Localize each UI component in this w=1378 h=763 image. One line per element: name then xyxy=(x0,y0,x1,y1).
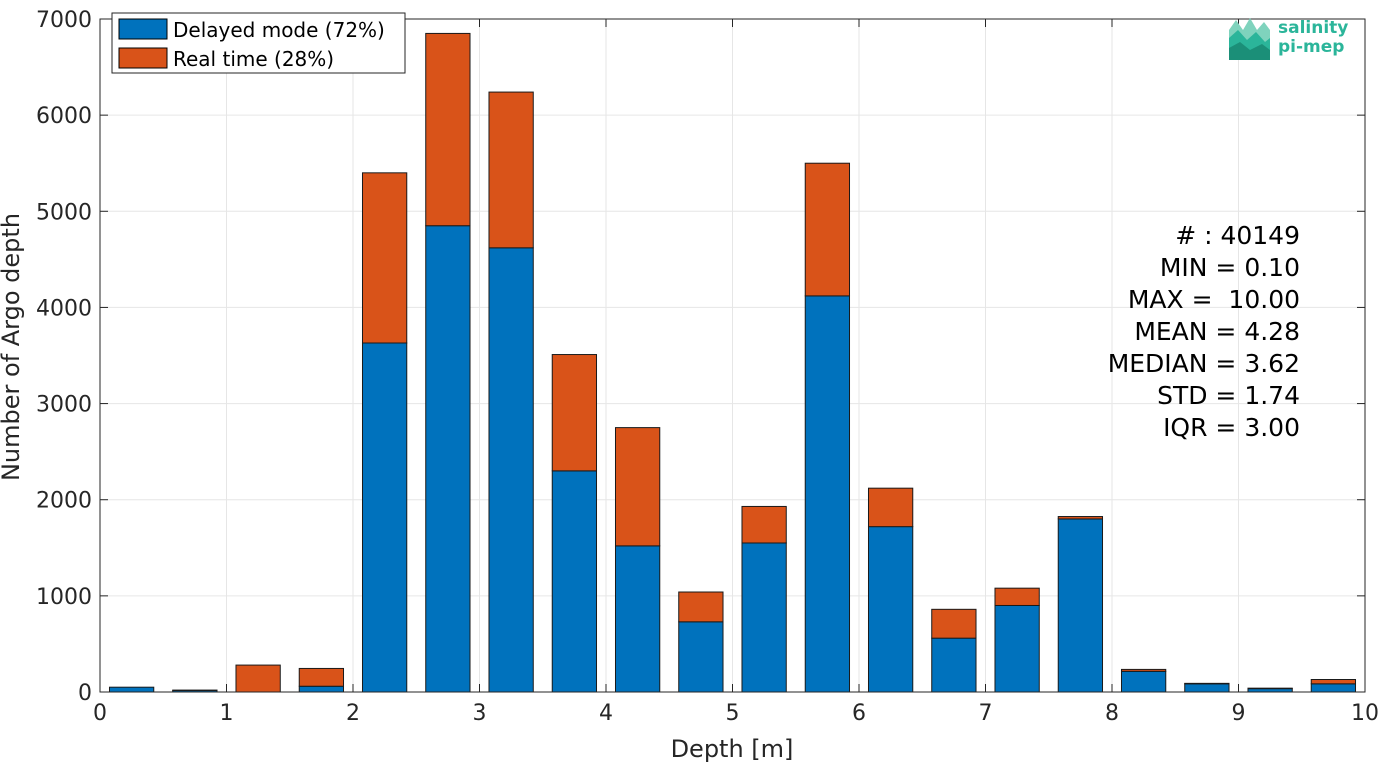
logo-line-1: salinity xyxy=(1278,18,1348,38)
bar-delayed-mode xyxy=(1184,683,1230,693)
statistics-annotation: # : 40149 MIN = 0.10 MAX = 10.00 MEAN = … xyxy=(1108,221,1300,442)
x-tick-label: 1 xyxy=(220,701,234,726)
bar-delayed-mode xyxy=(678,621,724,693)
bar-delayed-mode xyxy=(361,342,408,693)
bar-real-time xyxy=(1057,516,1104,520)
bar-delayed-mode xyxy=(108,686,155,693)
bar-real-time xyxy=(994,587,1040,606)
bar-real-time xyxy=(614,427,661,547)
stat-std: STD = 1.74 xyxy=(1157,381,1300,410)
stat-max: MAX = 10.00 xyxy=(1128,285,1300,314)
bar-delayed-mode xyxy=(804,295,851,693)
x-tick-label: 8 xyxy=(1105,701,1119,726)
legend-label-realtime: Real time (28%) xyxy=(173,47,334,71)
bar-delayed-mode xyxy=(488,247,534,693)
bar-real-time xyxy=(741,505,787,544)
y-tick-label: 0 xyxy=(78,681,92,706)
bar-delayed-mode xyxy=(741,542,787,693)
y-tick-label: 4000 xyxy=(36,296,92,321)
logo-line-2: pi-mep xyxy=(1278,37,1344,57)
x-tick-label: 0 xyxy=(93,701,107,726)
y-tick-label: 6000 xyxy=(36,104,92,129)
logo-wave-icon xyxy=(1229,18,1270,60)
bar-real-time xyxy=(298,667,345,687)
bar-real-time xyxy=(551,354,598,472)
bar-real-time xyxy=(488,91,534,249)
tick-labels: 0 1 2 3 4 5 6 7 8 9 10 0 1000 2000 3000 4000 5000 6000 700… xyxy=(36,8,1378,726)
bar-delayed-mode xyxy=(1247,688,1293,693)
bar-delayed-mode xyxy=(425,225,471,693)
y-tick-label: 5000 xyxy=(36,200,92,225)
salinity-pimep-logo: salinity pi-mep xyxy=(1229,18,1348,60)
bars xyxy=(108,32,1357,693)
x-tick-label: 5 xyxy=(726,701,740,726)
legend-swatch-realtime xyxy=(118,47,168,69)
stat-iqr: IQR = 3.00 xyxy=(1163,413,1300,442)
stat-count: # : 40149 xyxy=(1175,221,1300,250)
bar-delayed-mode xyxy=(614,545,661,693)
x-tick-label: 7 xyxy=(979,701,993,726)
stat-mean: MEAN = 4.28 xyxy=(1134,317,1300,346)
legend: Delayed mode (72%) Real time (28%) xyxy=(111,12,406,74)
bar-real-time xyxy=(931,608,977,639)
bar-delayed-mode xyxy=(994,604,1040,693)
bar-delayed-mode xyxy=(298,685,345,693)
x-tick-label: 6 xyxy=(852,701,866,726)
bar-delayed-mode xyxy=(1057,518,1104,693)
bar-real-time xyxy=(678,591,724,623)
x-tick-label: 2 xyxy=(346,701,360,726)
axis-ticks xyxy=(99,18,1366,693)
legend-swatch-delayed xyxy=(118,18,168,40)
bar-real-time xyxy=(425,32,471,227)
bar-real-time xyxy=(1310,679,1357,685)
legend-label-delayed: Delayed mode (72%) xyxy=(173,18,385,42)
y-axis-label: Number of Argo depth xyxy=(0,213,25,481)
stat-min: MIN = 0.10 xyxy=(1160,253,1300,282)
bar-real-time xyxy=(235,664,281,693)
bar-delayed-mode xyxy=(551,470,598,693)
bar-real-time xyxy=(804,162,851,297)
bar-real-time xyxy=(1120,668,1167,672)
x-tick-label: 3 xyxy=(473,701,487,726)
x-axis-label: Depth [m] xyxy=(671,735,794,763)
x-tick-label: 4 xyxy=(599,701,613,726)
bar-delayed-mode xyxy=(1120,670,1167,693)
bar-delayed-mode xyxy=(931,637,977,693)
bar-real-time xyxy=(867,487,914,528)
bar-delayed-mode xyxy=(867,526,914,693)
y-tick-label: 3000 xyxy=(36,393,92,418)
y-tick-label: 7000 xyxy=(36,8,92,33)
y-tick-label: 1000 xyxy=(36,585,92,610)
bar-delayed-mode xyxy=(1310,683,1357,693)
bar-real-time xyxy=(361,172,408,344)
x-tick-label: 10 xyxy=(1351,701,1378,726)
x-tick-label: 9 xyxy=(1232,701,1246,726)
y-tick-label: 2000 xyxy=(36,489,92,514)
stat-median: MEDIAN = 3.62 xyxy=(1108,349,1300,378)
